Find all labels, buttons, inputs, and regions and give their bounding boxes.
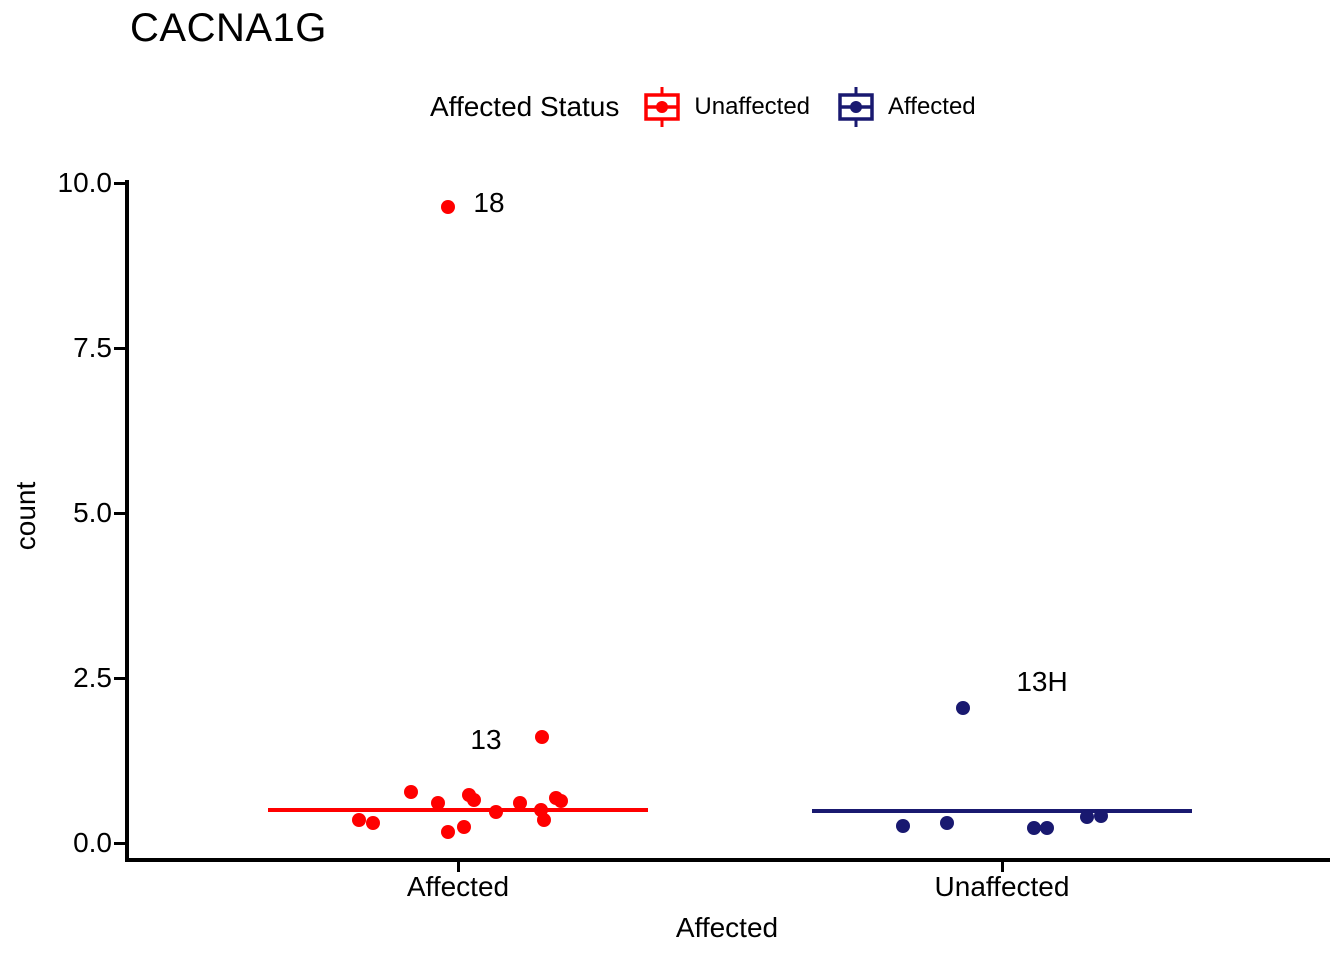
median-crossbar [812,809,1192,814]
data-point [431,795,445,810]
data-point [896,818,910,833]
data-point [467,793,481,808]
crossbar-point-key-icon-affected [838,87,874,127]
legend-title: Affected Status [430,91,620,122]
y-axis-line [125,180,129,862]
data-point [956,700,970,715]
data-point [1040,820,1054,835]
y-tick-label: 10.0 [57,167,113,198]
x-tick-label-affected: Affected [406,871,510,902]
y-tick-mark [114,841,125,845]
y-tick-label: 2.5 [73,662,112,693]
x-tick-mark [456,862,460,872]
point-label: 18 [473,187,505,218]
data-point [1027,820,1041,835]
data-point [537,812,551,827]
data-point [441,200,455,215]
x-axis-title: Affected [675,912,779,943]
data-point [940,816,954,831]
y-tick-label: 0.0 [73,827,112,858]
data-point [457,819,471,834]
data-point [535,729,549,744]
legend-label-unaffected: Unaffected [694,93,811,120]
legend: Affected Status Unaffected Affected [430,84,976,130]
data-point [404,785,418,800]
median-crossbar [268,808,648,812]
point-label: 13H [1016,666,1068,697]
data-point [1080,810,1094,825]
y-tick-mark [114,346,125,350]
y-tick-mark [114,181,125,185]
y-tick-label: 5.0 [73,497,112,528]
y-tick-mark [114,676,125,680]
x-tick-mark [1000,862,1004,872]
data-point [513,795,527,810]
page-title: CACNA1G [130,6,327,50]
data-point [366,816,380,831]
legend-label-affected: Affected [888,93,976,120]
data-point [554,794,568,809]
y-tick-label: 7.5 [73,332,112,363]
point-label: 13 [470,724,502,755]
x-tick-label-unaffected: Unaffected [934,871,1070,902]
crossbar-point-key-icon-unaffected [644,87,681,127]
y-tick-mark [114,511,125,515]
data-point [1094,808,1108,823]
data-point [441,824,455,839]
data-point [489,804,503,819]
x-axis-line [125,858,1330,862]
data-point [352,812,366,827]
